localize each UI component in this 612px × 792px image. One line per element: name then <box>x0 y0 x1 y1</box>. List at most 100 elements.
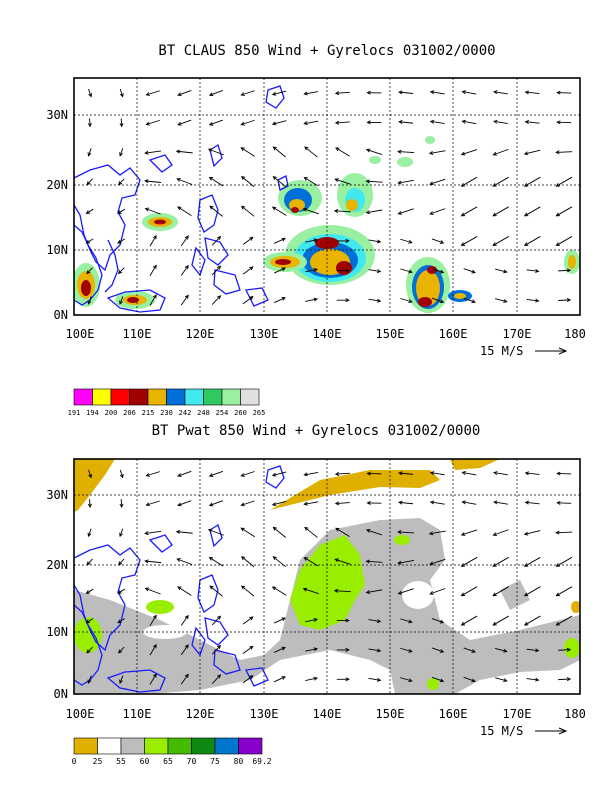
wind-arrow-head <box>408 648 413 653</box>
wind-arrow-head <box>439 649 445 653</box>
wind-arrow-head <box>313 676 319 681</box>
wind-arrow-head <box>144 559 149 564</box>
wind-arrow-shaft <box>208 148 224 156</box>
wind-arrow-shaft <box>86 208 94 214</box>
wind-arrow-head <box>313 617 319 622</box>
lat-tick: 10N <box>46 243 68 257</box>
wind-arrow-shaft <box>400 298 412 303</box>
wind-arrow-shaft <box>209 119 224 126</box>
colorbar-swatch <box>238 737 263 755</box>
wind-arrow-head <box>397 530 402 535</box>
wind-arrow-shaft <box>305 239 318 243</box>
wind-arrow-shaft <box>119 148 124 156</box>
wind-arrow-shaft <box>495 647 507 652</box>
wind-arrow-shaft <box>335 178 351 185</box>
wind-arrow-shaft <box>524 615 541 626</box>
wind-arrow-shaft <box>368 677 381 681</box>
lat-tick: 20N <box>46 178 68 192</box>
wind-arrow-head <box>118 561 123 566</box>
graticule <box>74 459 580 694</box>
wind-arrow-shaft <box>430 120 445 124</box>
wind-arrow-head <box>175 529 181 534</box>
wind-arrow-head <box>176 558 181 562</box>
wind-arrow-shaft <box>366 529 383 536</box>
wind-arrow-head <box>398 90 403 95</box>
wind-arrow-shaft <box>180 265 189 276</box>
wind-arrow-shaft <box>493 529 509 536</box>
wind-arrow-head <box>334 120 340 125</box>
wind-arrow-head <box>366 471 371 476</box>
wind-arrow-shaft <box>180 674 189 685</box>
wind-arrow-head <box>184 644 189 649</box>
wind-arrow-head <box>365 148 371 153</box>
wind-arrow-head <box>365 559 370 564</box>
wind-arrow-head <box>555 242 560 246</box>
wind-arrow-shaft <box>272 120 287 125</box>
wind-arrow-shaft <box>429 530 446 535</box>
wind-arrow-shaft <box>463 676 476 682</box>
wind-arrow-shaft <box>304 527 318 538</box>
wind-arrow-head <box>439 678 445 683</box>
wind-arrow-shaft <box>209 470 224 477</box>
wind-arrow-shaft <box>211 236 221 246</box>
wind-arrow-shaft <box>462 472 477 476</box>
colorbar-label: 75 <box>210 757 220 766</box>
wind-arrow-head <box>303 177 308 181</box>
wind-arrow-head <box>88 93 93 98</box>
wind-arrow-shaft <box>209 500 224 506</box>
lat-tick: 0N <box>54 687 68 701</box>
coastline <box>74 85 289 313</box>
wind-arrow-shaft <box>117 618 126 624</box>
wind-arrow-head <box>376 619 382 624</box>
wind-arrow-head <box>85 590 90 594</box>
lat-ticks: 30N 20N 10N 0N <box>46 488 68 701</box>
wind-arrow-head <box>566 298 572 303</box>
wind-arrow-shaft <box>119 88 124 97</box>
wind-arrow-head <box>429 591 434 595</box>
wind-arrow-head <box>460 151 466 156</box>
wind-arrow-head <box>523 531 529 536</box>
wind-arrow-head <box>460 183 466 187</box>
wind-arrow-shaft <box>180 235 189 247</box>
lon-tick: 110E <box>123 707 152 721</box>
wind-arrow-shaft <box>180 644 189 656</box>
wind-arrow-shaft <box>461 615 478 626</box>
wind-arrow-shaft <box>273 267 286 274</box>
colorbar-swatch <box>73 737 98 755</box>
wind-arrow-shaft <box>211 615 221 626</box>
wind-arrow-shaft <box>366 209 383 214</box>
wind-arrow-head <box>365 210 371 215</box>
wind-arrow-shaft <box>304 557 319 567</box>
wind-arrow-shaft <box>145 150 162 154</box>
wind-arrow-head <box>240 121 245 126</box>
colorbar-label: 248 <box>197 409 210 417</box>
wind-arrow-head <box>208 473 214 477</box>
wind-arrow-head <box>556 120 561 125</box>
colorbar-swatch <box>184 388 204 406</box>
wind-arrow-head <box>281 617 286 622</box>
wind-arrow-head <box>429 561 434 566</box>
wind-arrow-shaft <box>430 91 445 95</box>
lon-ticks: 100E 110E 120E 130E 140E 150E 160E 170E … <box>66 327 586 341</box>
wind-arrow-head <box>87 123 92 128</box>
wind-arrow-head <box>303 557 308 561</box>
wind-arrow-shaft <box>429 178 446 185</box>
wind-arrow-shaft <box>368 239 381 243</box>
wind-arrow-head <box>184 294 189 299</box>
colorbar-swatch <box>191 737 216 755</box>
graticule <box>74 78 580 315</box>
wind-arrow-head <box>428 150 434 155</box>
wind-arrow-shaft <box>120 499 123 508</box>
colorbar-label: 242 <box>179 409 192 417</box>
lon-tick: 170E <box>503 327 532 341</box>
wind-arrow-head <box>366 120 371 125</box>
wind-arrow-shaft <box>492 206 509 217</box>
colorbar-label: 254 <box>216 409 229 417</box>
wind-arrow-shaft <box>400 238 412 244</box>
wind-arrow-head <box>556 90 561 95</box>
wind-arrow-shaft <box>119 469 124 478</box>
wind-arrow-shaft <box>177 558 193 566</box>
wind-arrow-shaft <box>524 586 541 597</box>
wind-arrow-shaft <box>304 177 319 187</box>
